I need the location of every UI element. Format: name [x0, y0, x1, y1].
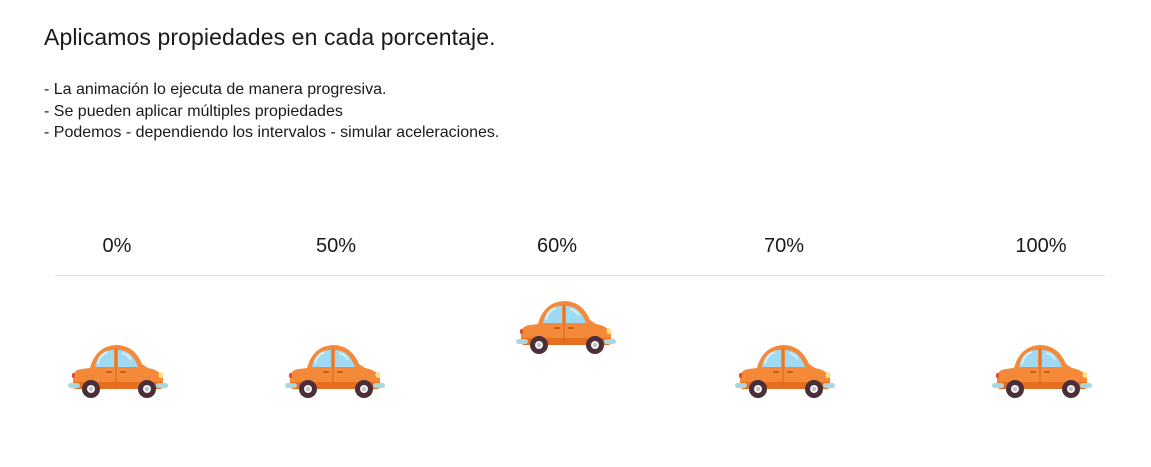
bullet-item: - Podemos - dependiendo los intervalos -… [44, 124, 500, 141]
page-title: Aplicamos propiedades en cada porcentaje… [44, 24, 496, 50]
keyframe-label-50: 50% [315, 235, 357, 257]
car-icon [735, 344, 835, 399]
bullet-list: - La animación lo ejecuta de manera prog… [44, 79, 499, 144]
keyframe-label-70: 70% [763, 235, 805, 257]
timeline-divider [55, 275, 1105, 276]
keyframe-label-60: 60% [536, 235, 578, 257]
bullet-item: - Se pueden aplicar múltiples propiedade… [44, 102, 343, 120]
keyframe-label-100: 100% [1015, 235, 1067, 257]
bullet-item: - La animación lo ejecuta de manera prog… [44, 81, 387, 98]
car-icon [516, 300, 616, 355]
car-icon [68, 344, 168, 399]
keyframe-label-0: 0% [102, 235, 132, 257]
car-icon [992, 344, 1092, 399]
car-icon [285, 344, 385, 399]
